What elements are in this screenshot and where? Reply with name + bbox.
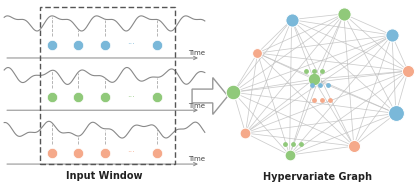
Point bbox=[75, 151, 82, 154]
Point bbox=[288, 18, 295, 21]
Point bbox=[101, 43, 108, 46]
Polygon shape bbox=[192, 78, 228, 114]
Point bbox=[308, 83, 315, 86]
Point bbox=[310, 98, 317, 101]
Point bbox=[230, 91, 237, 94]
Point bbox=[242, 132, 249, 135]
Text: Time: Time bbox=[188, 156, 205, 162]
Point bbox=[319, 98, 325, 101]
Point bbox=[75, 43, 82, 46]
Point bbox=[286, 154, 293, 157]
Point bbox=[405, 70, 411, 73]
Point bbox=[340, 12, 347, 16]
Point bbox=[153, 151, 160, 154]
Text: Time: Time bbox=[188, 50, 205, 56]
Text: ···: ··· bbox=[127, 41, 135, 49]
Point bbox=[316, 83, 323, 86]
Point bbox=[319, 70, 325, 73]
Point bbox=[101, 96, 108, 99]
Point bbox=[289, 142, 296, 145]
Point bbox=[49, 151, 56, 154]
Point bbox=[326, 98, 333, 101]
Point bbox=[389, 34, 395, 37]
Point bbox=[393, 112, 399, 115]
Text: Time: Time bbox=[188, 103, 205, 109]
Point bbox=[324, 83, 331, 86]
Point bbox=[49, 43, 56, 46]
Point bbox=[75, 96, 82, 99]
Point bbox=[153, 43, 160, 46]
Point bbox=[310, 70, 317, 73]
Text: Hypervariate Graph: Hypervariate Graph bbox=[263, 172, 372, 182]
Point bbox=[49, 96, 56, 99]
Point bbox=[310, 78, 317, 81]
Point bbox=[350, 145, 357, 148]
Point bbox=[298, 142, 304, 145]
Point bbox=[302, 70, 309, 73]
Text: Input Window: Input Window bbox=[66, 171, 143, 181]
Text: ···: ··· bbox=[127, 93, 135, 102]
Text: ···: ··· bbox=[127, 148, 135, 157]
Point bbox=[254, 51, 261, 55]
Point bbox=[153, 96, 160, 99]
Point bbox=[101, 151, 108, 154]
Point bbox=[281, 142, 288, 145]
